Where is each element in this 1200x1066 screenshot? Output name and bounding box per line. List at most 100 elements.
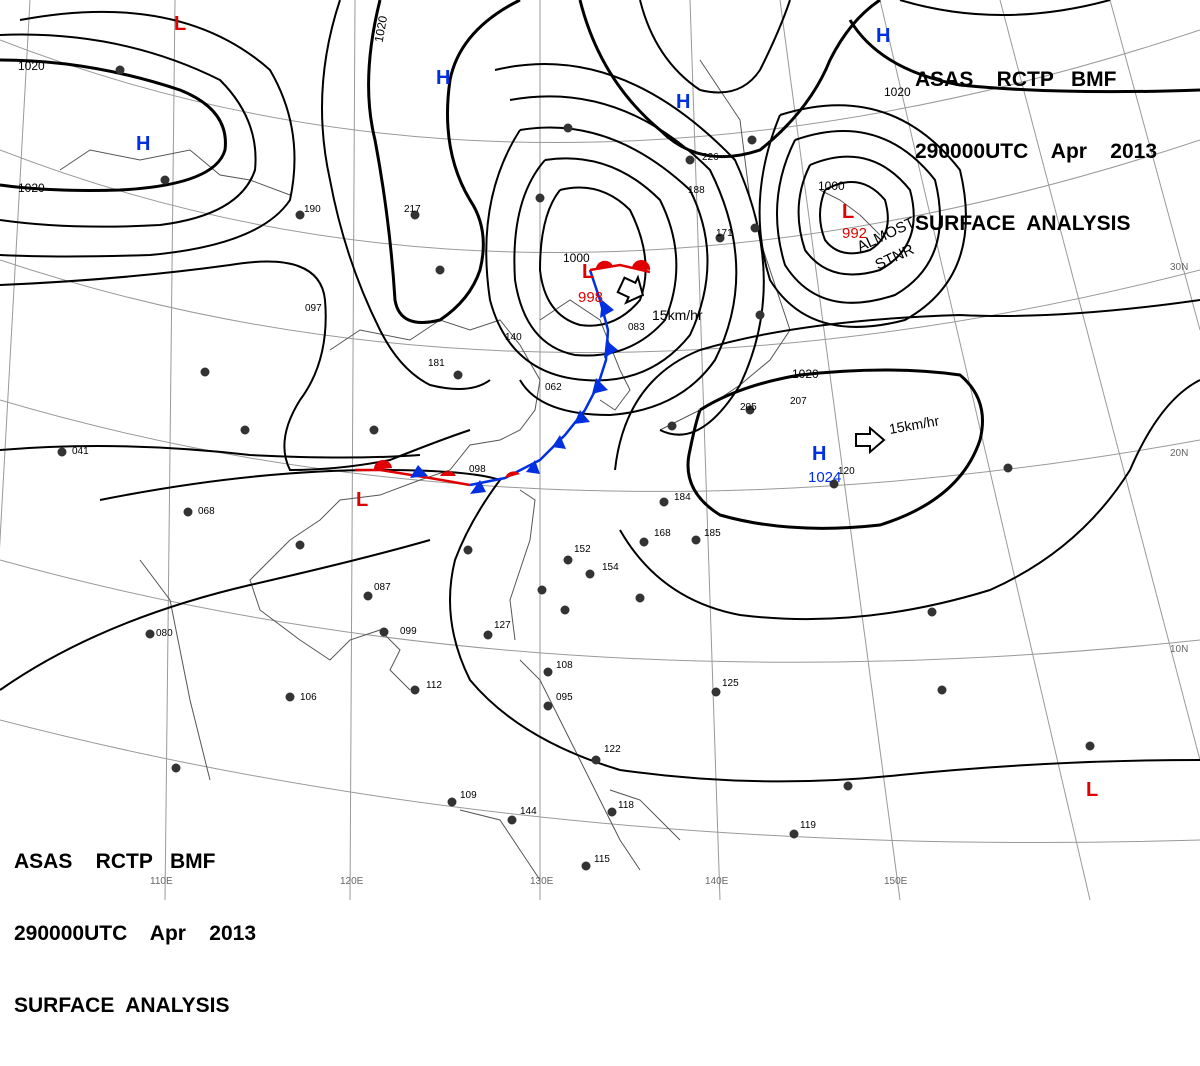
isobar-labels: 1020 1020 1020 1020 1020 1000 1000 [18, 14, 911, 381]
cold-front-triangle [604, 340, 618, 358]
station-marker [711, 687, 721, 697]
station-value: 106 [300, 692, 317, 703]
parallel-line [0, 139, 1200, 253]
station-value: 108 [556, 660, 573, 671]
station-marker [543, 667, 553, 677]
isobar-label: 1020 [18, 59, 45, 73]
high-pressure-symbol: H [436, 67, 450, 89]
isobar-line [321, 0, 491, 390]
station-value: 115 [594, 854, 610, 865]
station-marker [369, 425, 379, 435]
station-marker [659, 497, 669, 507]
coastline [459, 809, 541, 881]
isobar-line [819, 181, 889, 255]
station-value: 098 [469, 464, 486, 475]
station-marker [639, 537, 649, 547]
high-pressure-symbol: H [812, 443, 826, 465]
coastline [249, 319, 541, 691]
coastline [659, 239, 791, 431]
parallel-line [0, 259, 1200, 354]
station-marker [829, 479, 839, 489]
longitude-label: 110E [150, 876, 173, 887]
coastline [519, 659, 641, 871]
isobar-line [686, 368, 984, 530]
low-pressure-symbol: L [1086, 779, 1098, 801]
warm-front-semicircle [596, 260, 613, 268]
station-marker [755, 310, 765, 320]
isobar-line [538, 186, 647, 327]
high-pressure-symbol: H [676, 91, 690, 113]
isobar-label: 1000 [818, 179, 845, 193]
isobar-label: 1020 [372, 14, 390, 43]
map-title-bottom: ASAS RCTP BMF 290000UTC Apr 2013 SURFACE… [14, 802, 256, 1066]
title-line-time: 290000UTC Apr 2013 [915, 140, 1158, 163]
station-marker [585, 569, 595, 579]
isobar-label: 1000 [563, 251, 590, 265]
station-marker [560, 605, 570, 615]
isobar-line [0, 58, 227, 192]
station-marker [483, 630, 493, 640]
title-line-product: ASAS RCTP BMF [915, 68, 1117, 91]
station-value: 171 [716, 228, 733, 239]
cold-front-triangle [574, 410, 590, 424]
station-marker [379, 627, 389, 637]
graticule-labels: 110E 120E 130E 140E 150E 30N 20N 10N [150, 262, 1188, 887]
station-marker [145, 629, 155, 639]
station-values: 217 190 226 188 171 097 106 181 140 083 … [72, 152, 855, 865]
station-marker [937, 685, 947, 695]
station-marker [285, 692, 295, 702]
station-marker [789, 829, 799, 839]
station-marker [747, 135, 757, 145]
station-marker [563, 555, 573, 565]
meridian-line [1109, 0, 1200, 331]
station-marker [410, 210, 420, 220]
coastlines [59, 59, 881, 881]
graticule [0, 0, 1200, 900]
station-value: 217 [404, 204, 421, 215]
cold-front-triangle [552, 435, 566, 449]
station-value: 080 [156, 628, 173, 639]
isobar-line [367, 0, 521, 324]
station-marker [183, 507, 193, 517]
station-value: 120 [838, 466, 855, 477]
station-value: 097 [305, 303, 322, 314]
parallel-line [0, 399, 1200, 492]
station-marker [453, 370, 463, 380]
isobar-label: 1020 [884, 85, 911, 99]
warm-front [355, 468, 471, 487]
cold-front-teeth [410, 300, 618, 494]
meridian-line [999, 0, 1200, 761]
motion-speed-label: 15km/hr [888, 412, 941, 437]
isobar-line [578, 0, 881, 159]
warm-front-bumps [373, 259, 651, 478]
cold-front-triangle [526, 460, 540, 474]
warm-front-semicircle [632, 259, 651, 270]
station-value: 099 [400, 626, 417, 637]
isobar-line [494, 63, 765, 436]
station-value: 109 [460, 790, 477, 801]
station-marker [667, 421, 677, 431]
isobar-line [509, 95, 738, 417]
meridian-line [779, 0, 901, 900]
longitude-label: 130E [530, 876, 554, 887]
station-value: 119 [800, 820, 816, 831]
parallel-line [0, 29, 1200, 143]
title-line-type: SURFACE ANALYSIS [915, 212, 1131, 235]
title-line-type: SURFACE ANALYSIS [14, 994, 230, 1017]
high-pressure-symbol: H [876, 25, 890, 47]
station-value: 144 [520, 806, 537, 817]
station-marker [607, 807, 617, 817]
warm-front-semicircle [505, 471, 520, 478]
station-value: 083 [628, 322, 645, 333]
station-value: 226 [702, 152, 719, 163]
station-value: 207 [790, 396, 807, 407]
station-marker [927, 607, 937, 617]
low-pressure-symbol: L [582, 261, 594, 283]
longitude-label: 150E [884, 876, 908, 887]
cold-front-triangle [592, 378, 608, 394]
station-value: 152 [574, 544, 591, 555]
station-value: 185 [704, 528, 721, 539]
station-marker [200, 367, 210, 377]
station-marker [171, 763, 181, 773]
isobar-line [99, 468, 1200, 783]
